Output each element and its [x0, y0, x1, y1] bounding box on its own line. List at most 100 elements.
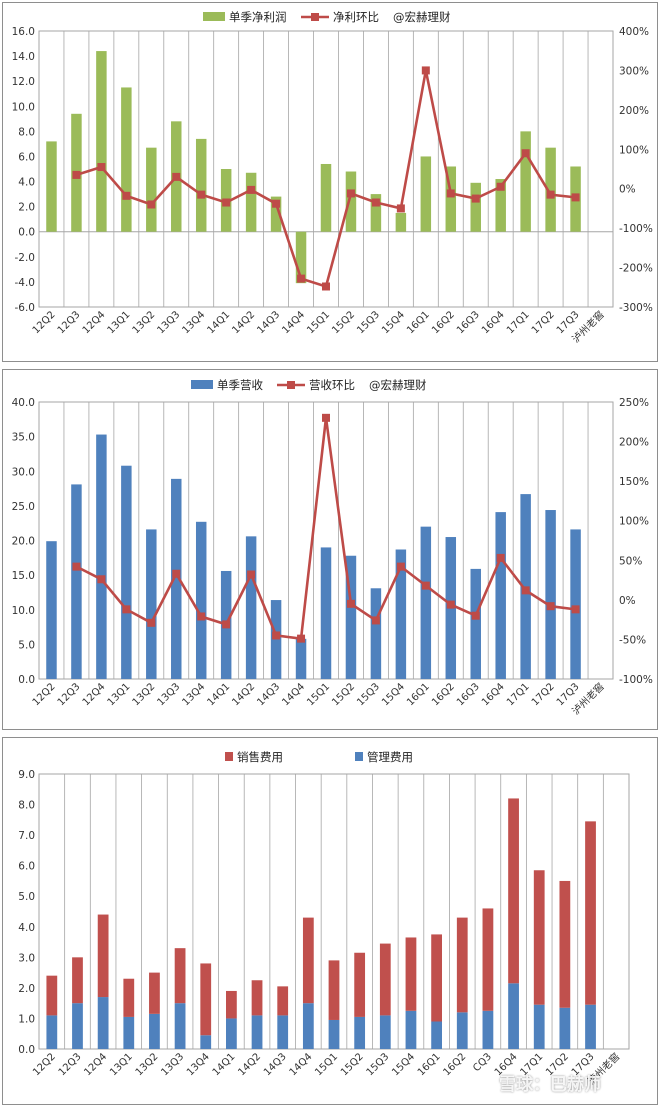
y-tick-label: 25.0 [12, 501, 35, 513]
bar-sales [456, 917, 468, 1013]
y-tick-label: 8.0 [18, 126, 35, 138]
x-tick-label: 14Q4 [280, 681, 307, 708]
y2-tick-label: 400% [619, 26, 649, 38]
legend-swatch-sales [225, 752, 233, 761]
ratio-marker [197, 612, 206, 621]
x-tick-label: 14Q2 [230, 309, 257, 336]
x-tick-label: 14Q4 [288, 1051, 315, 1078]
y2-tick-label: 0% [619, 184, 636, 196]
x-tick-label: 14Q1 [205, 681, 232, 708]
x-tick-label: 13Q1 [106, 681, 133, 708]
x-tick-label: 14Q2 [236, 1051, 263, 1078]
x-tick-label: 13Q3 [159, 1051, 186, 1078]
ratio-marker [396, 562, 405, 571]
bar-sales [200, 963, 212, 1036]
bar [46, 541, 57, 679]
legend-label: 单季净利润 [229, 10, 287, 24]
bar [470, 568, 481, 679]
ratio-marker [172, 172, 181, 181]
legend-label: 销售费用 [237, 750, 283, 764]
bar-admin [559, 1007, 571, 1049]
y-tick-label: 2.0 [18, 202, 35, 214]
ratio-marker [346, 599, 355, 608]
ratio-marker [147, 618, 156, 627]
x-tick-label: 15Q4 [390, 1051, 417, 1078]
x-tick-label: 17Q1 [505, 309, 532, 336]
revenue-chart-panel: 0.0 5.0 10.0 15.0 20.0 25.0 30.0 35.0 40.0 -100% -… [2, 369, 658, 730]
x-tick-label: 15Q1 [305, 309, 332, 336]
bar-sales [405, 937, 417, 1011]
bar [495, 512, 506, 679]
bar-sales [97, 914, 109, 998]
x-tick-label: 12Q3 [57, 1051, 84, 1078]
bar [146, 529, 157, 679]
bar-sales [533, 870, 545, 1005]
bar [345, 171, 357, 232]
y-tick-label: -2.0 [15, 252, 36, 264]
x-tick-label: 14Q3 [255, 309, 282, 336]
bar-sales [302, 917, 314, 1004]
ratio-marker [496, 553, 505, 562]
bar [545, 510, 556, 679]
y-tick-label: 6.0 [18, 151, 35, 163]
ratio-marker [322, 282, 330, 291]
bar [395, 212, 407, 232]
y2-tick-label: 0% [619, 595, 636, 607]
ratio-marker [496, 182, 505, 191]
bar-sales [431, 934, 442, 1022]
ratio-marker [272, 199, 281, 208]
y-tick-label: 5.0 [18, 639, 35, 651]
bar [195, 138, 207, 232]
y-tick-label: 20.0 [12, 536, 35, 548]
legend-label: 营收环比 [309, 378, 355, 392]
ratio-marker [297, 274, 306, 283]
y-tick-label: 5.0 [18, 891, 35, 903]
bar-sales [226, 990, 237, 1019]
x-tick-label: 17Q2 [530, 681, 557, 708]
y-tick-label: 10.0 [12, 605, 35, 617]
x-tick-label: 15Q2 [330, 681, 357, 708]
bar-sales [277, 986, 289, 1016]
y-tick-label: 0.0 [18, 227, 35, 239]
bar-admin [431, 1021, 442, 1049]
y-tick-label: 6.0 [18, 861, 35, 873]
bar [495, 179, 506, 232]
ratio-marker [97, 163, 106, 172]
bar [345, 555, 357, 679]
ratio-marker [371, 616, 380, 625]
ratio-marker [297, 634, 306, 643]
x-tick-label: 16Q3 [455, 309, 482, 336]
y2-tick-label: 250% [619, 397, 649, 409]
x-tick-label: 12Q2 [31, 1051, 58, 1078]
ratio-marker [272, 631, 281, 640]
y-tick-label: 4.0 [18, 177, 35, 189]
y-tick-label: 9.0 [18, 769, 35, 781]
bar-admin [251, 1015, 263, 1049]
legend-swatch-marker [311, 13, 319, 21]
ratio-marker [571, 605, 580, 614]
bar-admin [585, 1004, 596, 1049]
bar-sales [482, 908, 494, 1011]
bar [96, 51, 107, 232]
ratio-marker [446, 600, 455, 609]
bar-admin [328, 1019, 340, 1049]
expense-chart: 0.0 1.0 2.0 3.0 4.0 5.0 6.0 7.0 8.0 9.0 12Q212Q312… [18, 750, 630, 1087]
x-tick-label: 15Q2 [330, 309, 357, 336]
bar-admin [226, 1018, 237, 1049]
x-tick-label: 14Q2 [230, 681, 257, 708]
x-tick-label: 14Q1 [211, 1051, 238, 1078]
bar [71, 484, 82, 679]
watermark-text: 雪球：巴赫师 [499, 1075, 601, 1095]
bar [420, 526, 432, 679]
ratio-marker [371, 198, 380, 207]
y2-tick-label: -200% [619, 263, 653, 275]
x-tick-label: 14Q4 [280, 309, 307, 336]
bar [171, 478, 182, 679]
ratio-marker [247, 185, 256, 194]
x-tick-label: 13Q2 [134, 1051, 161, 1078]
x-tick-label: 13Q3 [156, 309, 183, 336]
x-tick-label: 14Q3 [262, 1051, 289, 1078]
bar [520, 131, 531, 232]
y-tick-label: 2.0 [18, 983, 35, 995]
bar-admin [200, 1035, 212, 1049]
